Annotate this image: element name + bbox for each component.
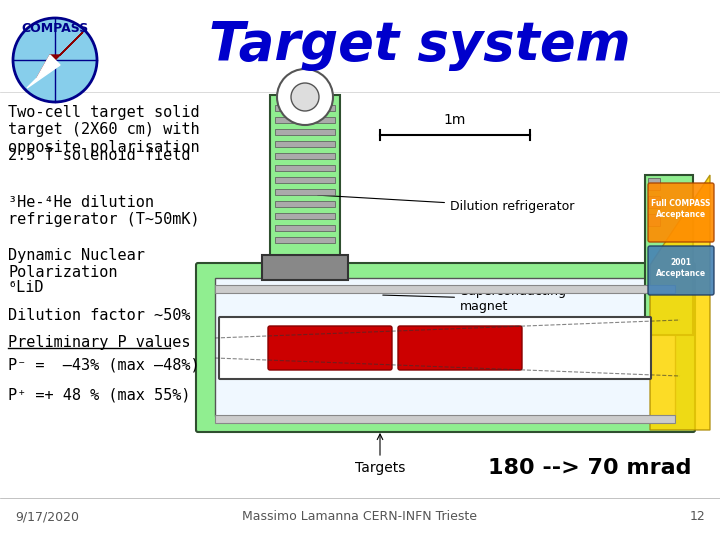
Bar: [275, 201, 335, 207]
Text: P⁻ =  –43% (max –48%): P⁻ = –43% (max –48%): [8, 358, 199, 373]
Text: 180 --> 70 mrad: 180 --> 70 mrad: [488, 458, 692, 478]
Bar: [648, 178, 660, 190]
FancyBboxPatch shape: [219, 317, 651, 379]
Text: ³He-⁴He dilution
refrigerator (T~50mK): ³He-⁴He dilution refrigerator (T~50mK): [8, 195, 199, 227]
Bar: [275, 117, 335, 123]
Bar: [275, 129, 335, 135]
Text: COMPASS: COMPASS: [22, 22, 89, 35]
Text: P⁺ =+ 48 % (max 55%): P⁺ =+ 48 % (max 55%): [8, 388, 191, 403]
Bar: [648, 196, 660, 208]
Bar: [275, 237, 335, 243]
FancyBboxPatch shape: [648, 246, 714, 295]
Text: Dilution refrigerator: Dilution refrigerator: [318, 195, 575, 213]
Circle shape: [13, 18, 97, 102]
Bar: [275, 225, 335, 231]
Bar: [275, 177, 335, 183]
Bar: [262, 255, 348, 280]
Text: 2.5 T solenoid field: 2.5 T solenoid field: [8, 148, 191, 163]
Text: Full COMPASS
Acceptance: Full COMPASS Acceptance: [652, 199, 711, 219]
Text: 9/17/2020: 9/17/2020: [15, 510, 79, 523]
Text: 1m: 1m: [444, 113, 466, 127]
Bar: [275, 189, 335, 195]
Bar: [215, 278, 675, 416]
FancyBboxPatch shape: [648, 183, 714, 242]
Bar: [215, 285, 675, 293]
Text: 12: 12: [689, 510, 705, 523]
Bar: [270, 95, 340, 270]
Text: ⁶LiD: ⁶LiD: [8, 280, 45, 295]
Polygon shape: [27, 55, 60, 88]
Bar: [648, 214, 660, 226]
Text: Superconducting
magnet: Superconducting magnet: [383, 285, 566, 313]
Text: Target system: Target system: [210, 19, 631, 71]
Text: Dilution factor ~50%: Dilution factor ~50%: [8, 308, 191, 323]
Bar: [275, 213, 335, 219]
FancyBboxPatch shape: [196, 263, 695, 432]
Bar: [275, 165, 335, 171]
FancyBboxPatch shape: [268, 326, 392, 370]
Circle shape: [291, 83, 319, 111]
Bar: [275, 105, 335, 111]
Bar: [645, 175, 693, 335]
Circle shape: [277, 69, 333, 125]
FancyBboxPatch shape: [398, 326, 522, 370]
Text: Massimo Lamanna CERN-INFN Trieste: Massimo Lamanna CERN-INFN Trieste: [243, 510, 477, 523]
Bar: [275, 141, 335, 147]
Bar: [275, 153, 335, 159]
Text: Two-cell target solid
target (2X60 cm) with
opposite polarisation: Two-cell target solid target (2X60 cm) w…: [8, 105, 199, 155]
Text: Dynamic Nuclear
Polarization: Dynamic Nuclear Polarization: [8, 248, 145, 280]
Polygon shape: [37, 32, 83, 78]
Text: 2001
Acceptance: 2001 Acceptance: [656, 258, 706, 278]
Bar: [215, 415, 675, 423]
Polygon shape: [650, 175, 710, 430]
Text: Targets: Targets: [355, 461, 405, 475]
Text: Preliminary P values: Preliminary P values: [8, 335, 191, 350]
